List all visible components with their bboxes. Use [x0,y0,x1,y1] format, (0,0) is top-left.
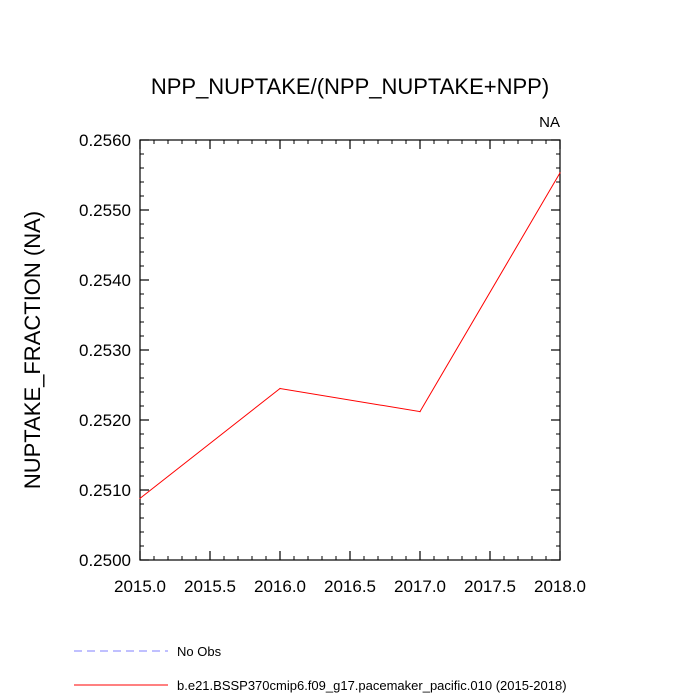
series-line-1 [139,172,561,499]
x-tick-label: 2016.5 [324,577,376,596]
y-tick-label: 0.2540 [79,271,131,290]
data-point [279,387,281,390]
x-tick-label: 2015.0 [114,577,166,596]
plot-frame [139,139,561,561]
legend-label: b.e21.BSSP370cmip6.f09_g17.pacemaker_pac… [177,678,567,693]
x-tick-label: 2017.0 [394,577,446,596]
y-tick-label: 0.2500 [79,551,131,570]
x-tick-label: 2018.0 [534,577,586,596]
x-tick-label: 2016.0 [254,577,306,596]
data-point [419,411,421,413]
y-tick-label: 0.2530 [79,341,131,360]
x-tick-label: 2015.5 [184,577,236,596]
legend-label: No Obs [177,644,222,659]
y-axis-label: NUPTAKE_FRACTION (NA) [20,211,45,489]
data-point [559,172,561,174]
x-tick-label: 2017.5 [464,577,516,596]
y-tick-label: 0.2510 [79,481,131,500]
legend: No Obs b.e21.BSSP370cmip6.f09_g17.pacemak… [74,644,567,693]
data-point [139,497,141,499]
plot-area: 2015.0 2015.5 2016.0 2016.5 2017.0 2017.5 2018… [79,131,586,596]
y-tick-label: 0.2550 [79,201,131,220]
y-tick-label: 0.2560 [79,131,131,150]
y-tick-label: 0.2520 [79,411,131,430]
chart-title: NPP_NUPTAKE/(NPP_NUPTAKE+NPP) [151,74,549,99]
chart-subtitle: NA [539,114,560,131]
